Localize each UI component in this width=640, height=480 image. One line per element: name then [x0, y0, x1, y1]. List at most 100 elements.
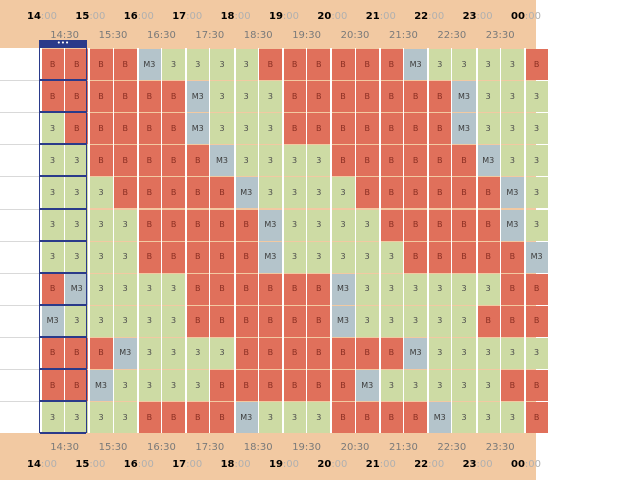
- schedule-cell[interactable]: 3: [65, 145, 89, 177]
- schedule-cell[interactable]: B: [500, 370, 524, 402]
- schedule-cell[interactable]: 3: [525, 81, 549, 113]
- schedule-cell[interactable]: M3: [137, 49, 161, 81]
- schedule-cell[interactable]: B: [404, 241, 428, 273]
- schedule-cell[interactable]: 3: [452, 49, 476, 81]
- schedule-cell[interactable]: 3: [113, 370, 137, 402]
- schedule-cell[interactable]: M3: [331, 273, 355, 305]
- schedule-cell[interactable]: B: [379, 402, 403, 434]
- schedule-cell[interactable]: B: [89, 145, 113, 177]
- schedule-cell[interactable]: M3: [234, 402, 258, 434]
- schedule-cell[interactable]: B: [89, 113, 113, 145]
- schedule-cell[interactable]: B: [234, 209, 258, 241]
- schedule-cell[interactable]: 3: [428, 337, 452, 369]
- schedule-cell[interactable]: B: [331, 81, 355, 113]
- schedule-cell[interactable]: B: [162, 113, 186, 145]
- schedule-cell[interactable]: 3: [500, 113, 524, 145]
- schedule-cell[interactable]: B: [355, 49, 379, 81]
- schedule-cell[interactable]: 3: [476, 337, 500, 369]
- schedule-cell[interactable]: M3: [500, 209, 524, 241]
- schedule-cell[interactable]: 3: [525, 113, 549, 145]
- schedule-cell[interactable]: 3: [404, 305, 428, 337]
- schedule-cell[interactable]: B: [258, 305, 282, 337]
- schedule-cell[interactable]: 3: [404, 370, 428, 402]
- schedule-cell[interactable]: 3: [234, 113, 258, 145]
- schedule-cell[interactable]: 3: [428, 49, 452, 81]
- schedule-cell[interactable]: B: [258, 273, 282, 305]
- schedule-cell[interactable]: M3: [500, 177, 524, 209]
- schedule-cell[interactable]: B: [307, 113, 331, 145]
- schedule-cell[interactable]: B: [452, 177, 476, 209]
- schedule-cell[interactable]: 3: [500, 49, 524, 81]
- schedule-cell[interactable]: 3: [89, 177, 113, 209]
- schedule-cell[interactable]: B: [331, 113, 355, 145]
- schedule-cell[interactable]: B: [258, 49, 282, 81]
- schedule-cell[interactable]: 3: [89, 402, 113, 434]
- schedule-cell[interactable]: 3: [500, 81, 524, 113]
- schedule-cell[interactable]: 3: [476, 81, 500, 113]
- schedule-cell[interactable]: 3: [452, 305, 476, 337]
- schedule-cell[interactable]: B: [210, 241, 234, 273]
- schedule-cell[interactable]: 3: [162, 49, 186, 81]
- schedule-cell[interactable]: 3: [234, 145, 258, 177]
- schedule-cell[interactable]: B: [404, 177, 428, 209]
- schedule-cell[interactable]: 3: [379, 241, 403, 273]
- schedule-cell[interactable]: B: [162, 241, 186, 273]
- schedule-cell[interactable]: B: [41, 49, 65, 81]
- schedule-cell[interactable]: 3: [283, 241, 307, 273]
- schedule-cell[interactable]: 3: [307, 177, 331, 209]
- schedule-cell[interactable]: B: [404, 145, 428, 177]
- schedule-cell[interactable]: B: [525, 305, 549, 337]
- schedule-cell[interactable]: 3: [113, 241, 137, 273]
- schedule-cell[interactable]: B: [283, 273, 307, 305]
- schedule-cell[interactable]: B: [210, 370, 234, 402]
- schedule-cell[interactable]: B: [476, 241, 500, 273]
- schedule-cell[interactable]: B: [186, 241, 210, 273]
- schedule-cell[interactable]: B: [452, 145, 476, 177]
- schedule-cell[interactable]: M3: [65, 273, 89, 305]
- schedule-cell[interactable]: 3: [137, 305, 161, 337]
- schedule-cell[interactable]: B: [331, 49, 355, 81]
- schedule-cell[interactable]: 3: [162, 370, 186, 402]
- schedule-cell[interactable]: B: [186, 145, 210, 177]
- schedule-cell[interactable]: B: [258, 337, 282, 369]
- schedule-cell[interactable]: B: [307, 305, 331, 337]
- schedule-cell[interactable]: 3: [113, 402, 137, 434]
- schedule-cell[interactable]: B: [89, 81, 113, 113]
- schedule-cell[interactable]: 3: [452, 337, 476, 369]
- schedule-cell[interactable]: 3: [41, 145, 65, 177]
- schedule-cell[interactable]: B: [307, 337, 331, 369]
- schedule-cell[interactable]: B: [89, 337, 113, 369]
- schedule-cell[interactable]: B: [355, 177, 379, 209]
- schedule-cell[interactable]: B: [307, 49, 331, 81]
- schedule-cell[interactable]: B: [355, 113, 379, 145]
- schedule-cell[interactable]: B: [162, 145, 186, 177]
- schedule-cell[interactable]: B: [186, 177, 210, 209]
- schedule-cell[interactable]: B: [525, 49, 549, 81]
- schedule-cell[interactable]: B: [113, 81, 137, 113]
- schedule-cell[interactable]: M3: [186, 81, 210, 113]
- schedule-cell[interactable]: B: [307, 273, 331, 305]
- schedule-cell[interactable]: B: [428, 241, 452, 273]
- schedule-cell[interactable]: B: [137, 81, 161, 113]
- schedule-cell[interactable]: 3: [137, 337, 161, 369]
- schedule-cell[interactable]: 3: [525, 209, 549, 241]
- schedule-cell[interactable]: 3: [452, 402, 476, 434]
- schedule-cell[interactable]: 3: [500, 145, 524, 177]
- schedule-cell[interactable]: B: [234, 241, 258, 273]
- schedule-cell[interactable]: B: [404, 209, 428, 241]
- schedule-cell[interactable]: B: [283, 370, 307, 402]
- schedule-cell[interactable]: 3: [65, 209, 89, 241]
- schedule-cell[interactable]: 3: [89, 273, 113, 305]
- schedule-cell[interactable]: B: [162, 81, 186, 113]
- schedule-cell[interactable]: B: [137, 209, 161, 241]
- schedule-cell[interactable]: M3: [355, 370, 379, 402]
- schedule-cell[interactable]: M3: [186, 113, 210, 145]
- schedule-cell[interactable]: B: [186, 402, 210, 434]
- schedule-cell[interactable]: B: [234, 273, 258, 305]
- schedule-cell[interactable]: B: [355, 145, 379, 177]
- schedule-cell[interactable]: 3: [476, 370, 500, 402]
- schedule-cell[interactable]: 3: [113, 273, 137, 305]
- schedule-cell[interactable]: 3: [41, 113, 65, 145]
- schedule-cell[interactable]: B: [331, 337, 355, 369]
- schedule-cell[interactable]: 3: [186, 49, 210, 81]
